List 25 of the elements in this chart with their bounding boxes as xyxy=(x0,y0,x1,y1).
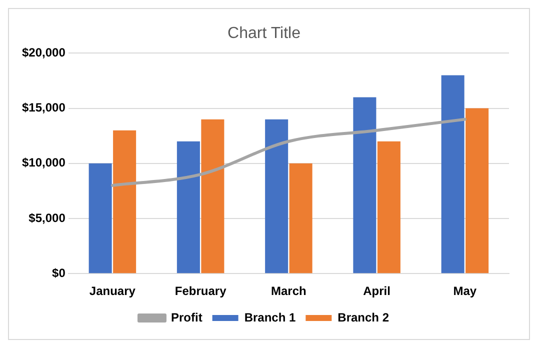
bar xyxy=(113,130,136,274)
line-series xyxy=(110,118,466,187)
bar xyxy=(176,141,200,274)
bar xyxy=(441,75,464,274)
y-tick-label: $20,000 xyxy=(22,46,66,60)
legend-label: Branch 1 xyxy=(244,310,296,324)
bar xyxy=(201,119,224,274)
bar xyxy=(289,163,312,274)
bar xyxy=(353,97,376,274)
legend-label: Branch 2 xyxy=(338,310,390,324)
legend-label: Profit xyxy=(170,310,202,324)
y-tick-label: $15,000 xyxy=(22,100,66,115)
x-tick-label: March xyxy=(271,284,306,298)
bar xyxy=(265,119,288,274)
y-tick-label: $5,000 xyxy=(28,210,66,225)
x-tick-label: February xyxy=(174,284,227,298)
x-tick-label: April xyxy=(363,284,390,298)
bar xyxy=(377,141,400,274)
bar xyxy=(88,163,112,274)
y-tick-label: $0 xyxy=(52,266,66,280)
chart-title: Chart Title xyxy=(228,25,301,42)
x-tick-label: May xyxy=(453,284,477,298)
x-tick-label: January xyxy=(89,284,136,298)
bar xyxy=(466,108,489,274)
y-tick-label: $10,000 xyxy=(22,156,66,170)
